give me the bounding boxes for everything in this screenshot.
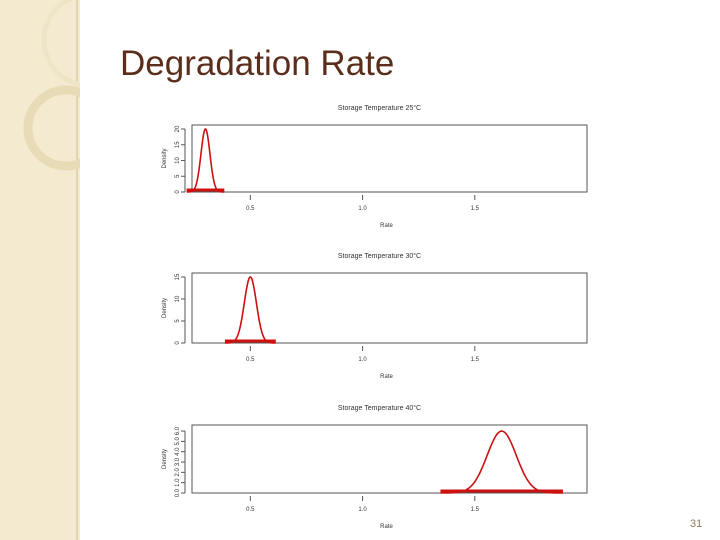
x-tick-label: 1.0 — [358, 206, 367, 212]
x-tick-label: 1.5 — [471, 507, 480, 513]
y-tick-label: 6.0 — [175, 426, 181, 435]
x-tick-label: 1.0 — [358, 357, 367, 363]
ring-decoration-icon — [41, 0, 80, 88]
x-tick-label: 0.5 — [246, 206, 255, 212]
y-axis-label: Density — [162, 148, 168, 168]
plot-frame — [191, 424, 588, 494]
plot-title: Storage Temperature 25°C — [338, 104, 421, 112]
plot-frame — [191, 272, 588, 344]
x-axis-label: Rate — [380, 374, 393, 380]
y-axis-label: Density — [162, 298, 168, 318]
y-tick-label: 20 — [175, 125, 181, 132]
density-curve — [224, 276, 276, 344]
x-tick-label: 0.5 — [246, 357, 255, 363]
x-tick-label: 1.5 — [471, 357, 480, 363]
plot-title: Storage Temperature 30°C — [338, 252, 421, 260]
y-tick-label: 15 — [175, 273, 181, 280]
y-tick-label: 1.0 — [175, 478, 181, 487]
plot-frame — [191, 124, 588, 193]
plot-title: Storage Temperature 40°C — [338, 404, 421, 412]
density-curve — [440, 430, 563, 494]
x-tick-label: 1.5 — [471, 206, 480, 212]
y-axis-label: Density — [162, 449, 168, 469]
slide-title: Degradation Rate — [120, 44, 395, 83]
y-tick-label: 10 — [175, 157, 181, 164]
y-tick-label: 10 — [175, 295, 181, 302]
x-tick-label: 1.0 — [358, 507, 367, 513]
y-tick-label: 2.0 — [175, 468, 181, 477]
y-tick-label: 0.0 — [175, 488, 181, 497]
slide-number: 31 — [690, 518, 703, 530]
x-tick-label: 0.5 — [246, 507, 255, 513]
y-tick-label: 5 — [175, 174, 181, 178]
y-tick-label: 5.0 — [175, 437, 181, 446]
x-axis-label: Rate — [380, 524, 393, 530]
y-tick-label: 3.0 — [175, 457, 181, 466]
y-tick-label: 15 — [175, 141, 181, 148]
y-tick-label: 5 — [175, 319, 181, 323]
ring-decoration-icon — [23, 85, 80, 171]
y-tick-label: 0 — [175, 341, 181, 345]
slide-sidebar-decoration — [0, 0, 80, 540]
y-tick-label: 4.0 — [175, 447, 181, 456]
x-axis-label: Rate — [380, 223, 393, 229]
y-tick-label: 0 — [175, 190, 181, 194]
